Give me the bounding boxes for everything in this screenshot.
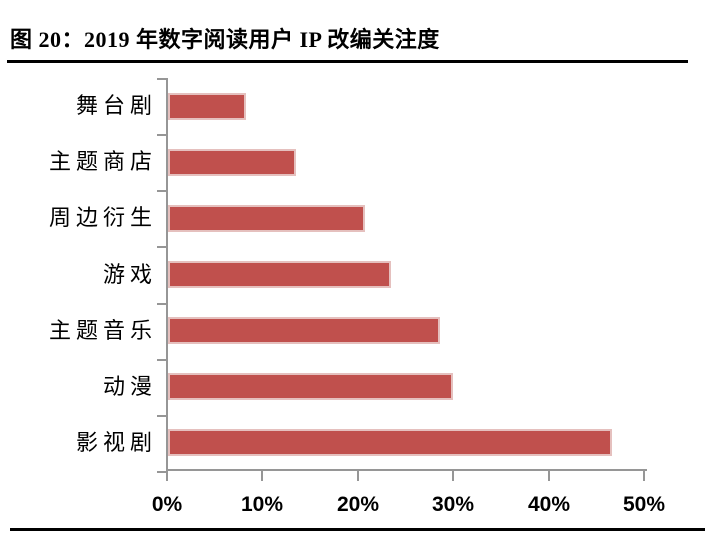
bar	[168, 429, 612, 456]
y-axis-tick	[157, 78, 166, 80]
x-axis-tick	[643, 469, 645, 481]
x-tick-label: 10%	[240, 493, 284, 516]
title-underline	[7, 60, 688, 63]
x-axis-tick	[548, 469, 550, 481]
bar	[168, 93, 246, 120]
y-axis-tick	[157, 471, 166, 473]
y-axis-tick	[157, 134, 166, 136]
bar	[168, 317, 440, 344]
category-label: 动漫	[102, 374, 157, 399]
category-label: 周边衍生	[48, 205, 157, 230]
x-axis-tick	[452, 469, 454, 481]
x-axis-tick	[261, 469, 263, 481]
category-label: 主题商店	[48, 149, 157, 174]
y-axis-tick	[157, 359, 166, 361]
x-tick-label: 0%	[151, 493, 183, 516]
x-tick-label: 20%	[336, 493, 380, 516]
y-axis-tick	[157, 303, 166, 305]
y-axis-tick	[157, 190, 166, 192]
category-label: 舞台剧	[75, 93, 157, 118]
y-axis-line	[166, 78, 168, 471]
bar	[168, 261, 391, 288]
y-axis-tick	[157, 415, 166, 417]
x-axis-tick	[357, 469, 359, 481]
category-label: 影视剧	[75, 430, 157, 455]
x-tick-label: 30%	[431, 493, 475, 516]
x-tick-label: 40%	[527, 493, 571, 516]
bar	[168, 373, 453, 400]
x-axis-tick	[166, 469, 168, 481]
x-tick-label: 50%	[622, 493, 666, 516]
category-label: 游戏	[102, 262, 157, 287]
x-axis-line	[166, 469, 647, 471]
category-label: 主题音乐	[48, 318, 157, 343]
figure-title: 图 20：2019 年数字阅读用户 IP 改编关注度	[10, 27, 440, 52]
bar	[168, 205, 365, 232]
bottom-border	[10, 528, 705, 531]
y-axis-tick	[157, 246, 166, 248]
bar	[168, 149, 296, 176]
